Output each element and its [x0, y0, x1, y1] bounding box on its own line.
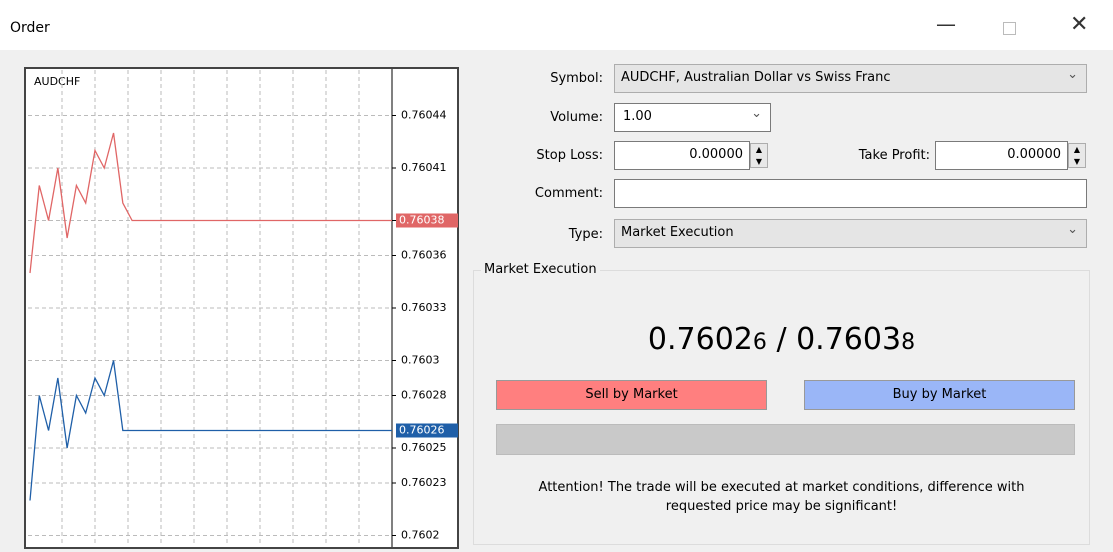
- symbol-value: AUDCHF, Australian Dollar vs Swiss Franc: [621, 70, 891, 85]
- y-tick-label: 0.76023: [401, 476, 447, 489]
- stop-loss-input[interactable]: 0.00000: [614, 141, 750, 170]
- take-profit-input[interactable]: 0.00000: [935, 141, 1068, 170]
- chart-symbol: AUDCHF: [34, 75, 80, 88]
- y-tick-label: 0.7603: [401, 354, 440, 367]
- price-chart: AUDCHF 0.76044 0.76041 0.76038 0.76036 0.760…: [24, 67, 459, 549]
- close-button[interactable]: ✕: [1070, 12, 1089, 37]
- bid-main: 0.7602: [647, 322, 753, 357]
- y-tick-label: 0.76041: [401, 161, 447, 174]
- execution-group-title: Market Execution: [481, 262, 600, 277]
- sell-button[interactable]: Sell by Market: [496, 380, 767, 410]
- price-line: [29, 132, 392, 274]
- stop-loss-spinner[interactable]: ▲ ▼: [750, 143, 768, 168]
- symbol-select[interactable]: AUDCHF, Australian Dollar vs Swiss Franc…: [614, 64, 1087, 93]
- stop-loss-value: 0.00000: [689, 147, 743, 162]
- dropdown-arrow: ⌄: [1067, 67, 1078, 82]
- price-separator: /: [776, 322, 787, 357]
- bid-pip: 6: [752, 330, 767, 355]
- current-price-box: [396, 213, 458, 228]
- volume-value: 1.00: [623, 109, 652, 124]
- current-price-box: [396, 423, 458, 438]
- take-profit-label: Take Profit:: [858, 148, 930, 163]
- current-price-label: 0.76038: [399, 214, 445, 227]
- stop-loss-label: Stop Loss:: [536, 148, 603, 163]
- ask-main: 0.7603: [796, 322, 902, 357]
- progress-bar: [496, 424, 1075, 455]
- price-line: [29, 360, 392, 501]
- dropdown-arrow: ⌄: [751, 106, 762, 121]
- attention-line: Attention! The trade will be executed at…: [538, 480, 1025, 495]
- minimize-button[interactable]: —: [936, 12, 956, 36]
- execution-group: [473, 270, 1090, 545]
- volume-select[interactable]: 1.00 ⌄: [614, 103, 771, 132]
- y-tick-label: 0.7602: [401, 529, 440, 542]
- sell-button-label: Sell by Market: [585, 387, 678, 402]
- type-label: Type:: [568, 227, 603, 242]
- window-title: Order: [10, 20, 50, 36]
- y-tick-label: 0.76028: [401, 389, 447, 402]
- buy-button[interactable]: Buy by Market: [804, 380, 1075, 410]
- symbol-label: Symbol:: [550, 71, 603, 86]
- dropdown-arrow: ⌄: [1067, 222, 1078, 237]
- attention-text: Attention! The trade will be executed at…: [473, 478, 1090, 516]
- type-select[interactable]: Market Execution ⌄: [614, 219, 1087, 248]
- take-profit-value: 0.00000: [1007, 147, 1061, 162]
- comment-label: Comment:: [534, 186, 603, 201]
- take-profit-spinner[interactable]: ▲ ▼: [1068, 143, 1086, 168]
- price-display: 0.76026 / 0.76038: [473, 322, 1090, 357]
- maximize-button[interactable]: [1003, 22, 1016, 35]
- volume-label: Volume:: [550, 110, 603, 125]
- y-tick-label: 0.76033: [401, 301, 447, 314]
- y-tick-label: 0.76025: [401, 441, 447, 454]
- ask-pip: 8: [901, 330, 916, 355]
- current-price-label: 0.76026: [399, 424, 445, 437]
- y-tick-label: 0.76044: [401, 109, 447, 122]
- attention-line: requested price may be significant!: [665, 499, 898, 514]
- title-bar: [0, 0, 1113, 50]
- buy-button-label: Buy by Market: [892, 387, 987, 402]
- type-value: Market Execution: [621, 225, 734, 240]
- comment-input[interactable]: [614, 179, 1087, 208]
- y-tick-label: 0.76036: [401, 249, 447, 262]
